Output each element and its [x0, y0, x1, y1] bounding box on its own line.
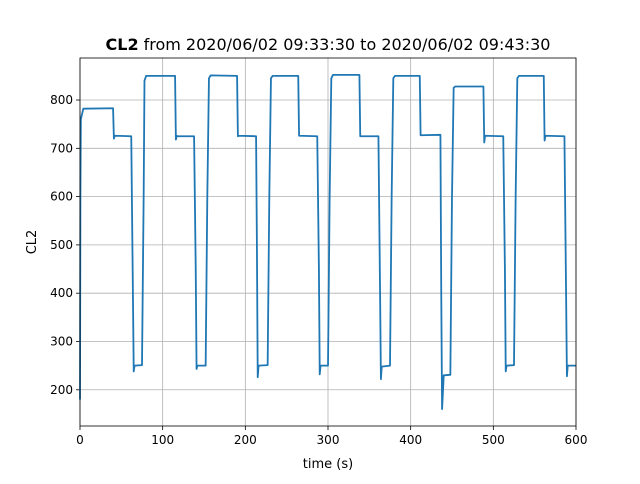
x-tick-label: 300 [317, 433, 340, 447]
chart-title: CL2 from 2020/06/02 09:33:30 to 2020/06/0… [106, 35, 551, 54]
title-text: from 2020/06/02 09:33:30 to 2020/06/02 0… [144, 35, 551, 54]
title-bold: CL2 [106, 35, 139, 54]
y-tick-label: 700 [50, 141, 73, 155]
y-tick-label: 400 [50, 286, 73, 300]
y-tick-label: 600 [50, 190, 73, 204]
x-tick-label: 500 [482, 433, 505, 447]
y-tick-label: 200 [50, 383, 73, 397]
x-tick-label: 100 [151, 433, 174, 447]
x-tick-label: 0 [76, 433, 84, 447]
y-axis-label: CL2 [25, 230, 40, 255]
plot-frame [79, 57, 577, 427]
y-tick-label: 300 [50, 334, 73, 348]
x-tick-label: 600 [565, 433, 588, 447]
y-tick-label: 800 [50, 93, 73, 107]
data-line [79, 74, 576, 410]
x-tick-label: 400 [399, 433, 422, 447]
x-axis-label: time (s) [303, 457, 353, 472]
y-tick-label: 500 [50, 238, 73, 252]
x-tick-label: 200 [234, 433, 257, 447]
